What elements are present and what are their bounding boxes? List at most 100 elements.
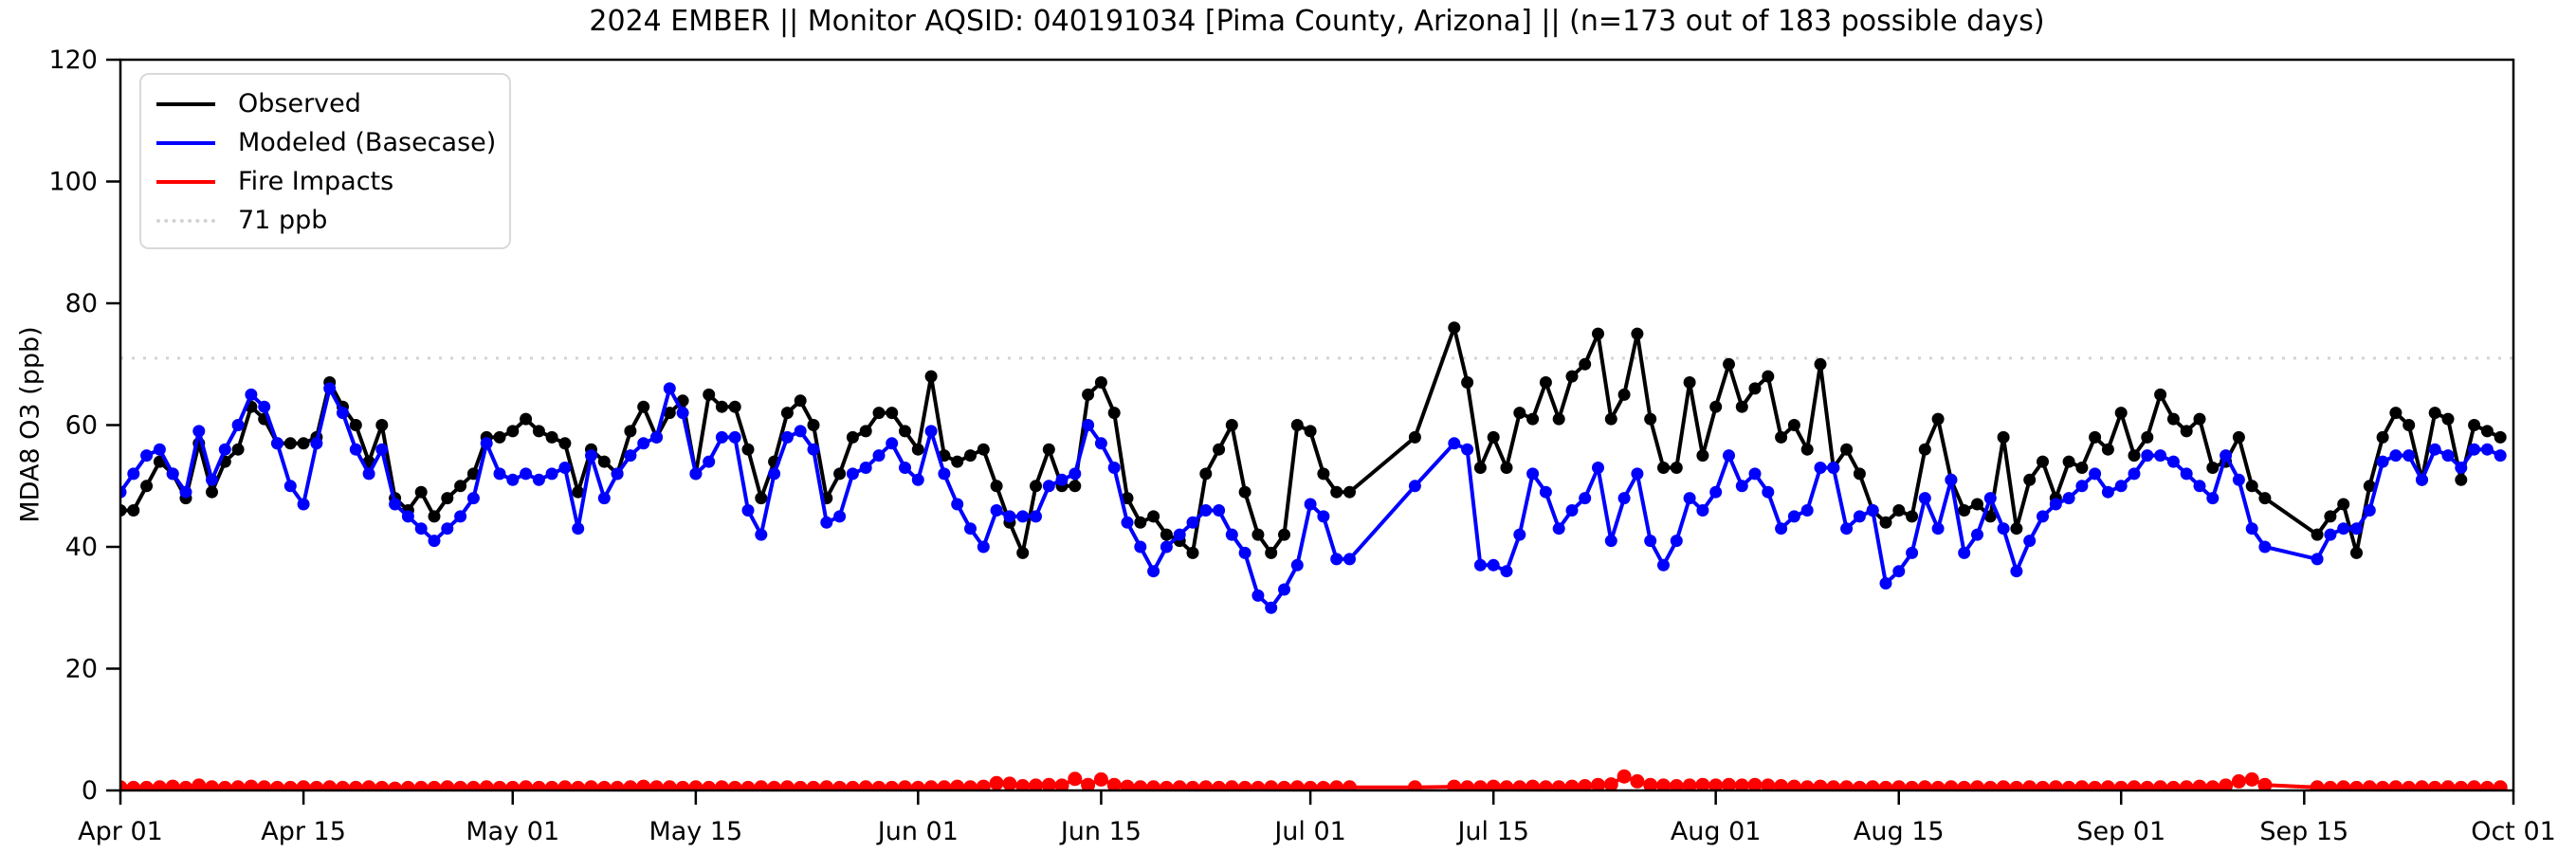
data-point-modeled-basecase xyxy=(938,467,951,481)
data-point-observed xyxy=(2389,407,2402,420)
data-point-modeled-basecase xyxy=(1906,546,1919,559)
data-point-observed xyxy=(1199,467,1213,481)
data-point-observed xyxy=(2428,407,2441,420)
x-tick-label: Jul 15 xyxy=(1455,817,1529,846)
data-point-modeled-basecase xyxy=(1983,492,1997,505)
data-point-fire-impacts xyxy=(675,780,690,790)
data-point-modeled-basecase xyxy=(611,467,624,481)
data-point-modeled-basecase xyxy=(414,522,428,535)
data-point-fire-impacts xyxy=(858,780,873,790)
data-point-fire-impacts xyxy=(531,780,546,790)
data-point-observed xyxy=(1579,357,1592,371)
data-point-modeled-basecase xyxy=(375,443,389,456)
data-point-observed xyxy=(1147,510,1160,523)
data-point-modeled-basecase xyxy=(2324,528,2337,541)
data-point-fire-impacts xyxy=(388,781,403,790)
data-point-modeled-basecase xyxy=(1617,492,1631,505)
data-point-observed xyxy=(1709,400,1723,413)
data-point-observed xyxy=(1030,480,1042,493)
data-point-fire-impacts xyxy=(1970,780,1984,790)
data-point-observed xyxy=(1278,528,1290,541)
data-point-observed xyxy=(2441,412,2455,426)
data-point-fire-impacts xyxy=(1957,780,1972,790)
data-point-observed xyxy=(1892,504,1906,517)
data-point-fire-impacts xyxy=(1212,780,1227,790)
data-point-fire-impacts xyxy=(623,780,638,790)
data-point-observed xyxy=(1853,467,1866,481)
data-point-observed xyxy=(2337,498,2350,511)
data-point-observed xyxy=(1631,327,1644,340)
data-point-observed xyxy=(120,504,127,517)
data-point-modeled-basecase xyxy=(1997,522,2010,535)
data-point-modeled-basecase xyxy=(1160,540,1173,554)
data-point-fire-impacts xyxy=(2349,780,2364,790)
data-point-modeled-basecase xyxy=(2141,449,2154,463)
data-point-modeled-basecase xyxy=(663,382,676,395)
data-point-fire-impacts xyxy=(2153,780,2168,790)
data-point-observed xyxy=(572,485,585,499)
data-point-fire-impacts xyxy=(1068,771,1083,787)
data-point-modeled-basecase xyxy=(2062,492,2075,505)
data-point-observed xyxy=(1918,443,1931,456)
data-point-modeled-basecase xyxy=(1016,510,1030,523)
data-point-modeled-basecase xyxy=(1748,467,1762,481)
data-point-observed xyxy=(206,485,218,499)
data-point-modeled-basecase xyxy=(2402,449,2416,463)
data-point-fire-impacts xyxy=(557,780,573,790)
data-point-observed xyxy=(2193,412,2206,426)
data-point-modeled-basecase xyxy=(2337,522,2350,535)
data-point-modeled-basecase xyxy=(2154,449,2167,463)
data-point-observed xyxy=(1290,419,1304,431)
data-point-modeled-basecase xyxy=(323,382,337,395)
data-point-modeled-basecase xyxy=(1408,480,1421,493)
data-point-fire-impacts xyxy=(1944,780,1959,790)
data-point-modeled-basecase xyxy=(2376,455,2389,468)
data-point-modeled-basecase xyxy=(2494,449,2507,463)
data-point-modeled-basecase xyxy=(231,419,245,431)
data-point-fire-impacts xyxy=(1695,777,1710,790)
data-point-fire-impacts xyxy=(375,780,390,790)
legend-entry-threshold: 71 ppb xyxy=(141,201,509,240)
data-point-modeled-basecase xyxy=(192,425,206,438)
data-point-fire-impacts xyxy=(336,780,350,790)
data-point-modeled-basecase xyxy=(441,522,454,535)
data-point-fire-impacts xyxy=(1237,780,1252,790)
data-point-observed xyxy=(1473,462,1487,474)
x-tick-label: Jul 01 xyxy=(1272,817,1346,846)
data-point-observed xyxy=(859,425,872,438)
data-point-observed xyxy=(2037,455,2049,468)
data-point-fire-impacts xyxy=(1460,780,1475,790)
y-tick-label: 100 xyxy=(48,168,98,197)
data-point-modeled-basecase xyxy=(349,443,362,456)
data-point-observed xyxy=(1735,400,1748,413)
data-point-modeled-basecase xyxy=(1278,583,1290,596)
data-point-fire-impacts xyxy=(1800,780,1815,790)
data-point-modeled-basecase xyxy=(218,443,231,456)
data-point-modeled-basecase xyxy=(1787,510,1800,523)
data-point-observed xyxy=(1251,528,1265,541)
data-point-observed xyxy=(1408,430,1421,444)
data-point-modeled-basecase xyxy=(1042,480,1055,493)
data-point-observed xyxy=(1448,321,1461,335)
data-point-observed xyxy=(2075,462,2089,474)
data-point-fire-impacts xyxy=(2323,780,2338,790)
data-point-modeled-basecase xyxy=(1604,535,1617,548)
data-point-fire-impacts xyxy=(767,780,782,790)
data-point-fire-impacts xyxy=(1081,777,1096,790)
axes-frame xyxy=(119,58,2515,792)
data-point-observed xyxy=(2206,462,2220,474)
data-point-observed xyxy=(1683,376,1696,389)
data-point-observed xyxy=(663,407,676,420)
x-tick-label: Sep 01 xyxy=(2076,817,2165,846)
threshold-line-swatch xyxy=(156,218,215,223)
data-point-modeled-basecase xyxy=(1003,510,1016,523)
data-point-modeled-basecase xyxy=(1473,558,1487,572)
data-point-observed xyxy=(493,430,506,444)
data-point-observed xyxy=(1069,480,1082,493)
data-point-modeled-basecase xyxy=(2416,473,2428,486)
data-point-fire-impacts xyxy=(1669,779,1684,790)
data-point-observed xyxy=(637,400,650,413)
data-point-fire-impacts xyxy=(1891,780,1907,790)
data-point-observed xyxy=(2023,473,2037,486)
data-point-modeled-basecase xyxy=(1186,516,1199,529)
